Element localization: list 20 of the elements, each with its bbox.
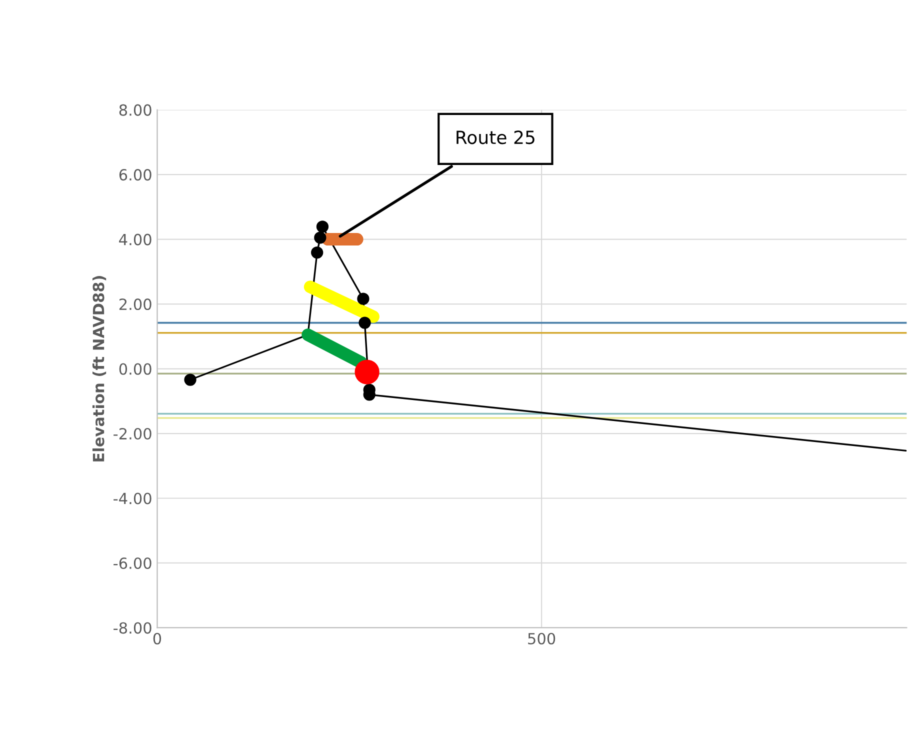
y-tick-label: -2.00 — [114, 428, 152, 440]
x-tick-label: 0 — [153, 632, 162, 644]
y-tick-label: 8.00 — [119, 104, 152, 116]
y-tick-label: 4.00 — [119, 234, 152, 246]
x-tick-label: 500 — [528, 632, 556, 644]
y-tick-label: 2.00 — [119, 298, 152, 310]
y-tick-label: 0.00 — [119, 363, 152, 375]
y-tick-label: -4.00 — [114, 492, 152, 504]
point — [311, 246, 324, 259]
y-tick-label: -8.00 — [114, 622, 152, 634]
point — [358, 316, 371, 329]
point — [354, 360, 380, 384]
point — [316, 220, 329, 233]
point — [184, 374, 196, 386]
y-tick-label: 6.00 — [119, 169, 152, 181]
annotation: Route 25 — [456, 130, 534, 144]
y-tick-label: -6.00 — [114, 557, 152, 570]
y-axis-title: Elevation (ft NAVD88) — [92, 276, 106, 462]
point — [314, 232, 326, 244]
point — [357, 292, 370, 305]
